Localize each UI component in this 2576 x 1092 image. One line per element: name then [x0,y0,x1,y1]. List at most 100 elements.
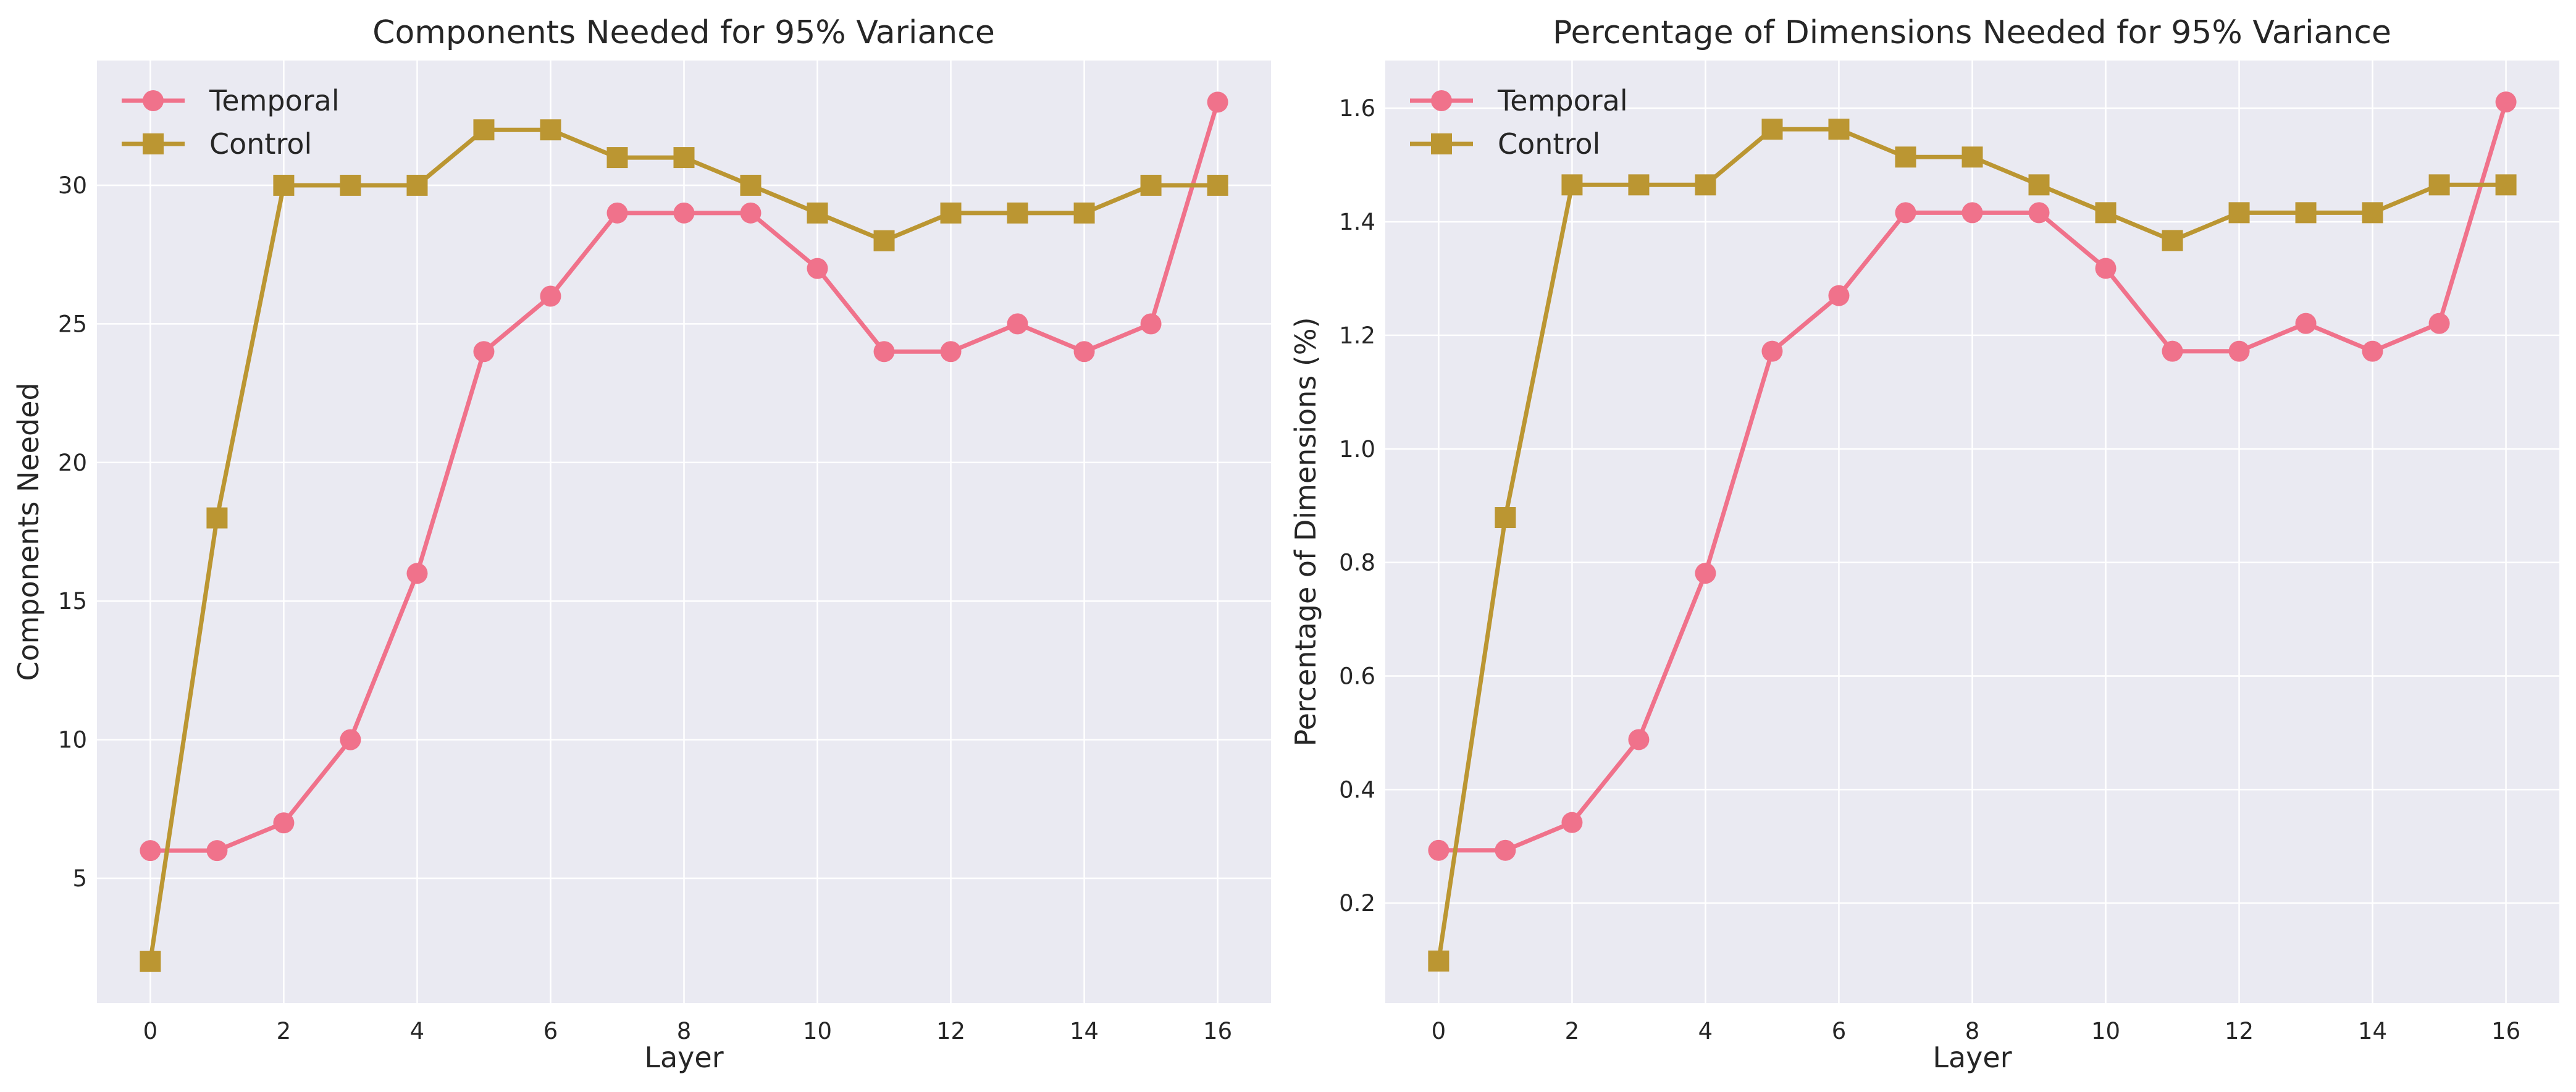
data-point [2228,340,2250,362]
data-point [2428,313,2450,334]
y-tick-label: 30 [58,172,87,199]
legend-label: Control [209,127,312,161]
data-point [140,951,161,972]
y-tick-label: 20 [58,450,87,476]
data-point [340,174,361,196]
data-point [1140,174,1162,196]
data-point [2428,174,2450,196]
legend-marker [1431,133,1452,154]
data-point [2162,230,2183,251]
series-temporal [1428,91,2517,861]
y-tick-label: 1.0 [1339,436,1375,463]
data-point [1628,729,1650,750]
data-point [2228,202,2250,224]
x-tick-label: 0 [1432,1018,1446,1044]
data-point [673,202,695,224]
legend-marker [1431,90,1452,111]
chart-title: Components Needed for 95% Variance [372,14,995,51]
y-tick-label: 15 [58,588,87,615]
data-point [2295,202,2317,224]
x-tick-label: 2 [1565,1018,1580,1044]
x-tick-label: 10 [2091,1018,2120,1044]
data-point [273,174,295,196]
data-point [1961,146,1983,168]
x-tick-label: 16 [2491,1018,2520,1044]
x-tick-label: 4 [410,1018,425,1044]
x-tick-label: 14 [1070,1018,1099,1044]
data-point [2495,91,2517,113]
y-tick-label: 5 [72,865,87,892]
data-point [473,341,495,363]
y-tick-label: 0.6 [1339,663,1375,689]
x-tick-label: 10 [803,1018,832,1044]
data-point [1761,340,1783,362]
x-tick-label: 6 [543,1018,558,1044]
data-point [206,840,228,862]
data-point [2028,202,2050,224]
data-point [540,285,561,307]
data-point [340,729,361,750]
data-point [940,341,962,363]
data-point [1561,174,1583,196]
data-point [406,563,428,584]
data-point [1495,839,1516,861]
y-tick-label: 1.2 [1339,322,1375,349]
legend-marker [143,133,164,154]
data-point [1495,507,1516,529]
legend: Temporal Control [122,84,340,161]
y-axis-label: Percentage of Dimensions (%) [1289,317,1322,746]
data-point [2095,258,2117,279]
chart-title: Percentage of Dimensions Needed for 95% … [1553,14,2391,51]
data-point [1761,119,1783,140]
x-tick-label: 2 [277,1018,292,1044]
data-point [1961,202,1983,224]
data-point [1628,174,1650,196]
data-point [1828,285,1850,306]
x-axis-label: Layer [1932,1041,2012,1074]
data-point [273,812,295,834]
data-point [406,174,428,196]
legend-marker [143,90,164,111]
y-tick-label: 0.2 [1339,890,1375,917]
x-tick-label: 4 [1698,1018,1713,1044]
x-tick-label: 0 [143,1018,158,1044]
x-tick-label: 16 [1203,1018,1232,1044]
x-tick-label: 6 [1832,1018,1847,1044]
x-tick-label: 14 [2358,1018,2387,1044]
x-axis-label: Layer [644,1041,723,1074]
data-point [807,202,828,224]
data-point [940,202,962,224]
y-tick-label: 25 [58,311,87,337]
legend-label: Temporal [209,84,340,117]
data-point [2095,202,2117,224]
y-tick-label: 1.4 [1339,209,1375,235]
x-tick-label: 8 [1965,1018,1980,1044]
data-point [873,230,895,251]
data-point [1895,202,1916,224]
data-point [1895,146,1916,168]
data-point [2162,340,2183,362]
series-control [1428,119,2517,972]
data-point [673,147,695,169]
x-tick-label: 12 [936,1018,965,1044]
data-point [1207,174,1228,196]
y-tick-label: 0.4 [1339,776,1375,803]
legend: Temporal Control [1410,84,1628,161]
data-point [1140,313,1162,335]
data-point [2495,174,2517,196]
data-point [807,258,828,279]
data-point [1007,202,1028,224]
data-point [1561,812,1583,833]
x-tick-label: 8 [677,1018,692,1044]
y-tick-label: 1.6 [1339,95,1375,122]
series-temporal [140,91,1228,862]
data-point [1428,839,1450,861]
legend-label: Temporal [1497,84,1628,117]
data-point [1073,202,1095,224]
data-point [1695,174,1716,196]
y-axis-label: Components Needed [12,382,45,681]
chart-panel-2: 0 2 4 6 8 10 12 14 16 0.2 0.4 0.6 0.8 1.0 1.2 1.4 1.6 Per… [1289,14,2559,1074]
data-point [2028,174,2050,196]
data-point [606,202,628,224]
data-point [740,202,761,224]
